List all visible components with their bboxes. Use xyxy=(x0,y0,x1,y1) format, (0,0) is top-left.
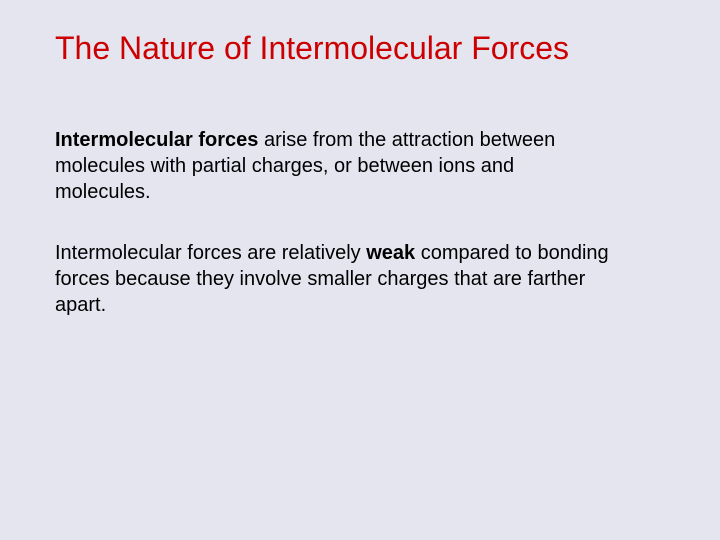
paragraph-2-bold: weak xyxy=(366,242,415,264)
paragraph-2-text-a: Intermolecular forces are relatively xyxy=(55,242,366,264)
paragraph-1: Intermolecular forces arise from the att… xyxy=(55,127,615,205)
slide-container: The Nature of Intermolecular Forces Inte… xyxy=(0,0,720,540)
paragraph-1-bold: Intermolecular forces xyxy=(55,129,258,151)
paragraph-2: Intermolecular forces are relatively wea… xyxy=(55,240,615,318)
slide-title: The Nature of Intermolecular Forces xyxy=(55,30,665,67)
